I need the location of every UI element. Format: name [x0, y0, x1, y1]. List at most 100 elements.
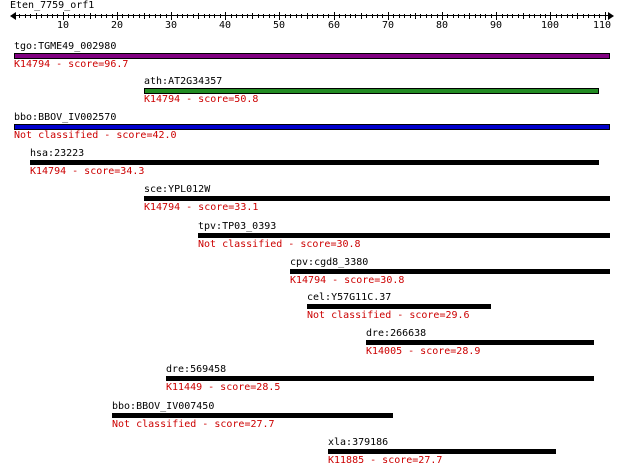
ruler-minor-tick: [415, 13, 416, 19]
ruler-minor-tick: [447, 14, 448, 18]
hit-gene-link[interactable]: tpv:TP03_0393: [198, 221, 277, 232]
ruler-minor-tick: [339, 14, 340, 18]
hit-score-link[interactable]: Not classified - score=30.8: [198, 239, 361, 250]
hit-gene-link[interactable]: hsa:23223: [30, 148, 85, 159]
ruler-minor-tick: [128, 14, 129, 18]
ruler-minor-tick: [95, 14, 96, 18]
hit-gene-link[interactable]: ath:AT2G34357: [144, 76, 223, 87]
ruler-minor-tick: [540, 14, 541, 18]
hit-gene-link[interactable]: tgo:TGME49_002980: [14, 41, 117, 52]
ruler-minor-tick: [307, 13, 308, 19]
ruler-tick-label: 60: [327, 20, 341, 31]
hit-gene-link[interactable]: xla:379186: [328, 437, 389, 448]
hit-score-link[interactable]: K14794 - score=33.1: [144, 202, 259, 213]
hit-gene-link[interactable]: cpv:cgd8_3380: [290, 257, 369, 268]
hit-alignment-bar[interactable]: [144, 196, 610, 201]
hit-gene-link[interactable]: bbo:BBOV_IV002570: [14, 112, 117, 123]
ruler-minor-tick: [404, 14, 405, 18]
hit-alignment-bar[interactable]: [112, 413, 393, 418]
hit-alignment-bar[interactable]: [166, 376, 594, 381]
ruler-major-tick: [442, 12, 443, 20]
ruler-minor-tick: [480, 14, 481, 18]
ruler-minor-tick: [382, 14, 383, 18]
ruler-tick-label: 40: [218, 20, 232, 31]
ruler-minor-tick: [258, 14, 259, 18]
ruler-minor-tick: [301, 14, 302, 18]
hit-score-link[interactable]: K11449 - score=28.5: [166, 382, 281, 393]
ruler-minor-tick: [139, 14, 140, 18]
hit-score-link[interactable]: K14794 - score=30.8: [290, 275, 405, 286]
ruler-major-tick: [63, 12, 64, 20]
ruler-major-tick: [605, 12, 606, 20]
hit-alignment-bar[interactable]: [30, 160, 599, 165]
hit-alignment-bar[interactable]: [144, 88, 599, 94]
ruler-minor-tick: [588, 14, 589, 18]
ruler-minor-tick: [377, 14, 378, 18]
hit-score-link[interactable]: K11885 - score=27.7: [328, 455, 443, 466]
ruler-minor-tick: [567, 14, 568, 18]
ruler-minor-tick: [502, 14, 503, 18]
ruler-minor-tick: [263, 14, 264, 18]
hit-alignment-bar[interactable]: [307, 304, 491, 309]
ruler-major-tick: [225, 12, 226, 20]
ruler-minor-tick: [149, 14, 150, 18]
ruler-minor-tick: [19, 14, 20, 18]
ruler-minor-tick: [529, 14, 530, 18]
hit-score-link[interactable]: Not classified - score=27.7: [112, 419, 275, 430]
hit-alignment-bar[interactable]: [198, 233, 610, 238]
hit-gene-link[interactable]: sce:YPL012W: [144, 184, 211, 195]
ruler-minor-tick: [485, 14, 486, 18]
ruler-minor-tick: [155, 14, 156, 18]
hit-score-link[interactable]: K14005 - score=28.9: [366, 346, 481, 357]
ruler-minor-tick: [209, 14, 210, 18]
hit-gene-link[interactable]: cel:Y57G11C.37: [307, 292, 392, 303]
hit-alignment-bar[interactable]: [366, 340, 594, 345]
hit-alignment-bar[interactable]: [14, 124, 610, 130]
ruler-minor-tick: [372, 14, 373, 18]
ruler-major-tick: [334, 12, 335, 20]
hit-gene-link[interactable]: dre:266638: [366, 328, 427, 339]
hit-score-link[interactable]: K14794 - score=34.3: [30, 166, 145, 177]
ruler-minor-tick: [106, 14, 107, 18]
ruler-minor-tick: [133, 14, 134, 18]
ruler-minor-tick: [469, 13, 470, 19]
ruler-minor-tick: [393, 14, 394, 18]
ruler-minor-tick: [101, 14, 102, 18]
hit-score-link[interactable]: K14794 - score=50.8: [144, 94, 259, 105]
ruler-minor-tick: [556, 14, 557, 18]
ruler-minor-tick: [345, 14, 346, 18]
ruler-minor-tick: [41, 14, 42, 18]
hit-score-link[interactable]: Not classified - score=42.0: [14, 130, 177, 141]
ruler-tick-label: 100: [540, 20, 560, 31]
ruler-minor-tick: [431, 14, 432, 18]
ruler-minor-tick: [577, 13, 578, 19]
hit-alignment-bar[interactable]: [290, 269, 610, 274]
ruler-tick-label: 70: [381, 20, 395, 31]
ruler-minor-tick: [366, 14, 367, 18]
hit-alignment-bar[interactable]: [14, 53, 610, 59]
ruler-major-tick: [171, 12, 172, 20]
hit-score-link[interactable]: K14794 - score=96.7: [14, 59, 129, 70]
ruler-minor-tick: [350, 14, 351, 18]
hit-gene-link[interactable]: bbo:BBOV_IV007450: [112, 401, 215, 412]
ruler-minor-tick: [583, 14, 584, 18]
ruler-minor-tick: [90, 13, 91, 19]
ruler-minor-tick: [166, 14, 167, 18]
hit-alignment-bar[interactable]: [328, 449, 556, 454]
ruler-minor-tick: [187, 14, 188, 18]
ruler-minor-tick: [57, 14, 58, 18]
ruler-minor-tick: [122, 14, 123, 18]
ruler-tick-label: 30: [164, 20, 178, 31]
ruler-minor-tick: [312, 14, 313, 18]
ruler-minor-tick: [252, 13, 253, 19]
ruler-minor-tick: [14, 14, 15, 18]
hit-score-link[interactable]: Not classified - score=29.6: [307, 310, 470, 321]
ruler-minor-tick: [242, 14, 243, 18]
ruler-minor-tick: [464, 14, 465, 18]
ruler-minor-tick: [572, 14, 573, 18]
ruler-minor-tick: [290, 14, 291, 18]
ruler-minor-tick: [182, 14, 183, 18]
ruler-minor-tick: [328, 14, 329, 18]
ruler-minor-tick: [361, 13, 362, 19]
hit-gene-link[interactable]: dre:569458: [166, 364, 227, 375]
